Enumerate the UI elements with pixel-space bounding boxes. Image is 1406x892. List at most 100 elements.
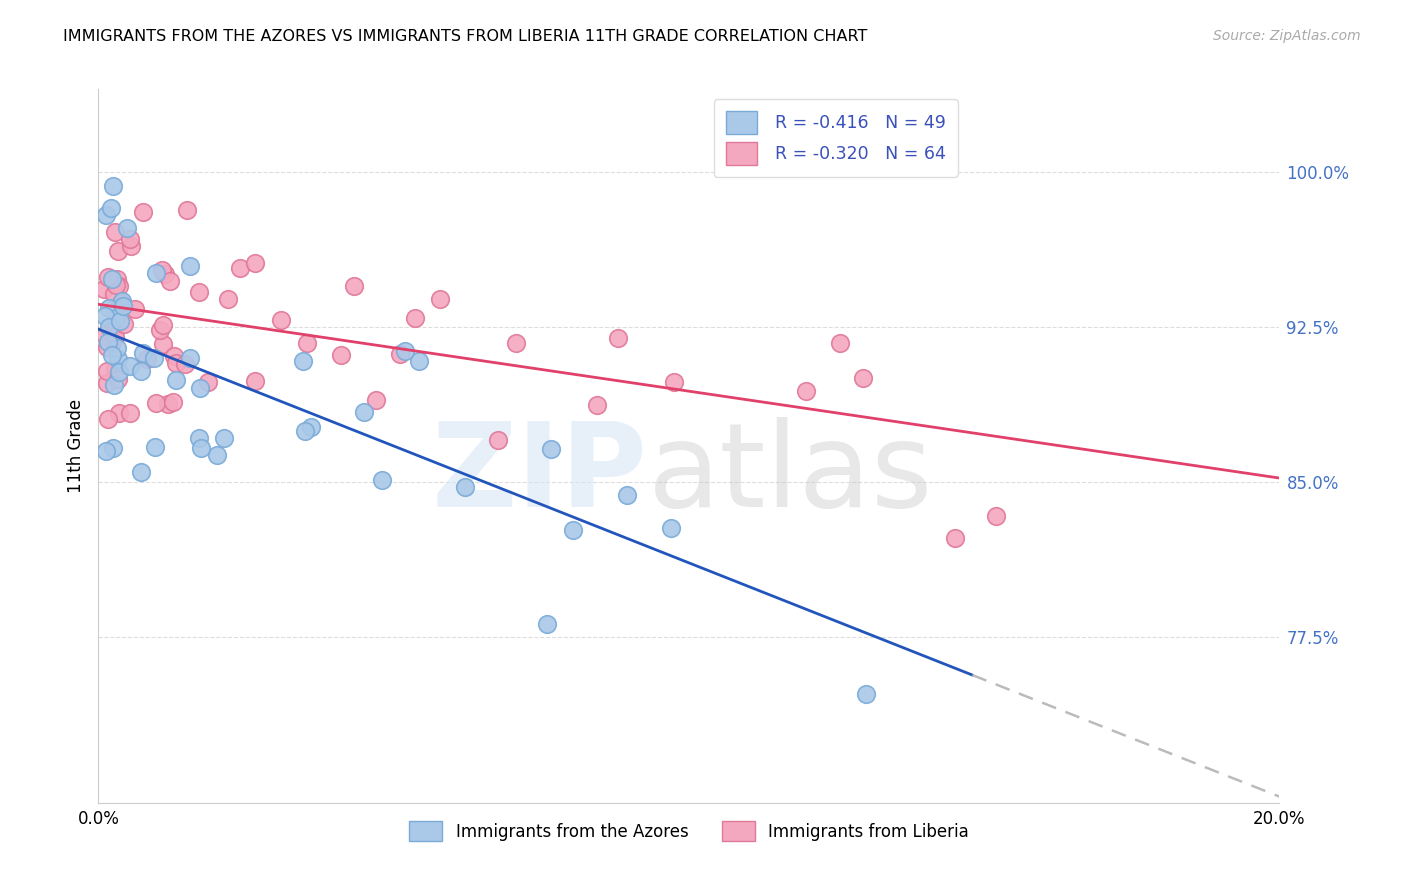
Point — [659, 521, 682, 535]
Point — [110, 295, 132, 310]
Point — [101, 179, 124, 194]
Point — [103, 330, 125, 344]
Point — [96, 363, 118, 377]
Point — [108, 407, 131, 421]
Point — [664, 376, 686, 390]
Point — [343, 279, 366, 293]
Point — [96, 376, 118, 390]
Point — [429, 293, 451, 307]
Point — [111, 299, 134, 313]
Point — [107, 351, 129, 366]
Point — [794, 384, 817, 398]
Point — [176, 202, 198, 217]
Point — [107, 372, 129, 386]
Point — [229, 261, 252, 276]
Point — [157, 396, 180, 410]
Point — [105, 311, 128, 326]
Point — [97, 270, 120, 285]
Point — [105, 342, 128, 356]
Point — [120, 239, 142, 253]
Point — [145, 396, 167, 410]
Point — [188, 381, 211, 395]
Point — [190, 441, 212, 455]
Point — [159, 274, 181, 288]
Text: IMMIGRANTS FROM THE AZORES VS IMMIGRANTS FROM LIBERIA 11TH GRADE CORRELATION CHA: IMMIGRANTS FROM THE AZORES VS IMMIGRANTS… — [63, 29, 868, 44]
Point — [562, 523, 585, 537]
Point — [145, 266, 167, 280]
Point — [115, 220, 138, 235]
Point — [129, 364, 152, 378]
Point — [408, 354, 430, 368]
Point — [243, 374, 266, 388]
Point — [104, 362, 127, 376]
Point — [124, 301, 146, 316]
Point — [212, 431, 235, 445]
Point — [149, 323, 172, 337]
Point — [830, 335, 852, 350]
Point — [108, 279, 131, 293]
Point — [100, 334, 122, 349]
Text: Source: ZipAtlas.com: Source: ZipAtlas.com — [1213, 29, 1361, 43]
Point — [136, 352, 159, 367]
Point — [94, 310, 117, 324]
Point — [103, 378, 125, 392]
Point — [103, 287, 125, 301]
Point — [96, 340, 118, 354]
Point — [270, 313, 292, 327]
Point — [131, 466, 153, 480]
Point — [505, 336, 527, 351]
Point — [217, 293, 239, 307]
Point — [118, 406, 141, 420]
Point — [105, 278, 128, 293]
Point — [93, 282, 115, 296]
Point — [404, 311, 426, 326]
Point — [294, 424, 316, 438]
Point — [329, 348, 352, 362]
Point — [94, 444, 117, 458]
Legend: Immigrants from the Azores, Immigrants from Liberia: Immigrants from the Azores, Immigrants f… — [402, 814, 976, 848]
Point — [143, 351, 166, 365]
Point — [394, 343, 416, 358]
Text: atlas: atlas — [648, 417, 934, 532]
Point — [297, 335, 319, 350]
Point — [101, 348, 124, 362]
Point — [616, 488, 638, 502]
Point — [299, 420, 322, 434]
Point — [453, 480, 475, 494]
Point — [112, 317, 135, 331]
Point — [371, 474, 394, 488]
Point — [104, 225, 127, 239]
Point — [132, 346, 155, 360]
Point — [366, 392, 388, 407]
Point — [101, 320, 124, 334]
Point — [540, 442, 562, 457]
Point — [97, 412, 120, 426]
Point — [100, 201, 122, 215]
Point — [607, 331, 630, 345]
Point — [165, 356, 187, 370]
Point — [205, 448, 228, 462]
Point — [165, 373, 187, 387]
Point — [536, 617, 558, 632]
Point — [388, 347, 411, 361]
Point — [94, 328, 117, 343]
Point — [118, 232, 141, 246]
Point — [152, 336, 174, 351]
Point — [179, 351, 201, 366]
Point — [943, 531, 966, 545]
Point — [110, 314, 132, 328]
Point — [105, 272, 128, 286]
Text: ZIP: ZIP — [432, 417, 648, 532]
Point — [97, 334, 120, 349]
Point — [143, 440, 166, 454]
Point — [292, 354, 315, 368]
Point — [179, 260, 201, 274]
Point — [197, 376, 219, 390]
Point — [107, 365, 129, 379]
Point — [101, 272, 124, 286]
Point — [120, 359, 142, 373]
Point — [150, 262, 173, 277]
Point — [107, 244, 129, 259]
Point — [153, 267, 176, 281]
Point — [174, 358, 197, 372]
